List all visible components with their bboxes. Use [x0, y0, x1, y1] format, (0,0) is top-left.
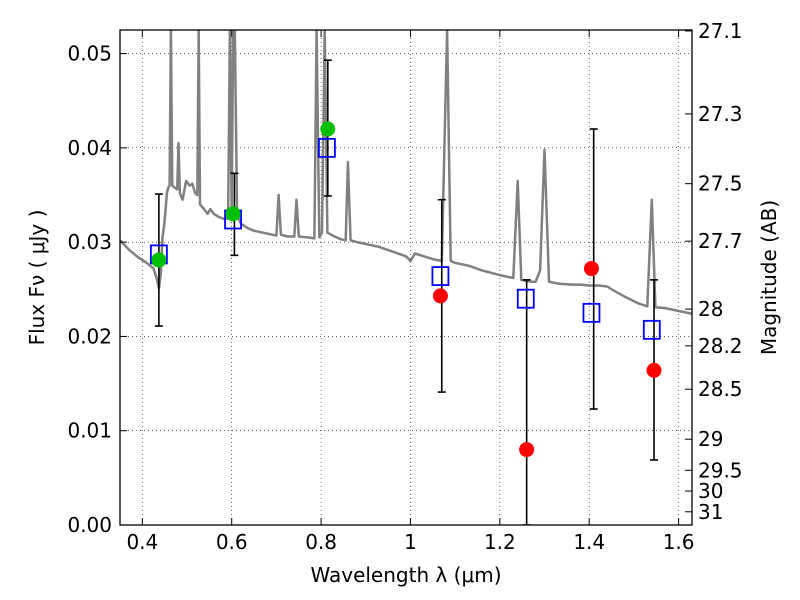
mag-tick-label: 28.2 — [698, 334, 743, 358]
y-tick-label: 0.00 — [67, 513, 112, 537]
plot-frame — [119, 29, 693, 526]
x-tick-label: 1 — [404, 530, 417, 554]
x-axis-label: Wavelength λ (μm) — [310, 563, 501, 587]
mag-tick-label: 27.3 — [698, 102, 743, 126]
x-tick-label: 0.4 — [126, 530, 158, 554]
mag-tick-label: 30 — [698, 479, 723, 503]
red-data-point — [432, 288, 448, 304]
tick-marks — [120, 30, 692, 526]
mag-tick-label: 31 — [698, 500, 723, 524]
red-data-point — [646, 362, 662, 378]
green-data-point — [225, 206, 241, 222]
mag-tick-label: 27.5 — [698, 172, 743, 196]
spectrum-line — [120, 30, 692, 316]
model-point — [318, 137, 336, 158]
mag-tick-label: 28.5 — [698, 377, 743, 401]
x-tick-label: 0.8 — [305, 530, 337, 554]
model-point — [642, 319, 661, 340]
mag-tick-label: 29 — [698, 427, 723, 451]
x-tick-label: 1.6 — [663, 530, 695, 554]
tick-labels: 0.4 0.6 0.8 1 1.2 1.4 1.6 0.00 0.01 0.02 0.03 0.04 0… — [67, 19, 742, 554]
right-y-axis-label: Magnitude (AB) — [757, 200, 781, 355]
grid — [120, 30, 692, 526]
x-tick-label: 1.2 — [484, 530, 516, 554]
y-tick-label: 0.03 — [67, 230, 112, 254]
model-point — [431, 266, 450, 286]
red-data-point — [583, 261, 599, 277]
green-data-point — [320, 121, 336, 137]
green-data-point — [151, 252, 167, 268]
x-tick-label: 0.6 — [216, 530, 248, 554]
mag-tick-label: 28 — [698, 297, 723, 321]
mag-tick-label: 29.5 — [698, 458, 743, 482]
mag-tick-label: 27.1 — [698, 19, 743, 43]
mag-tick-label: 27.7 — [698, 229, 743, 253]
y-axis-label: Flux Fν ( μJy ) — [25, 210, 49, 346]
x-tick-label: 1.4 — [573, 530, 605, 554]
model-point — [582, 302, 601, 323]
y-tick-label: 0.01 — [67, 419, 112, 443]
model-point — [516, 288, 535, 309]
plot-layer — [120, 30, 692, 525]
y-tick-label: 0.05 — [67, 42, 112, 66]
red-data-point — [519, 442, 535, 458]
y-tick-label: 0.04 — [67, 136, 112, 160]
y-tick-label: 0.02 — [67, 324, 112, 348]
